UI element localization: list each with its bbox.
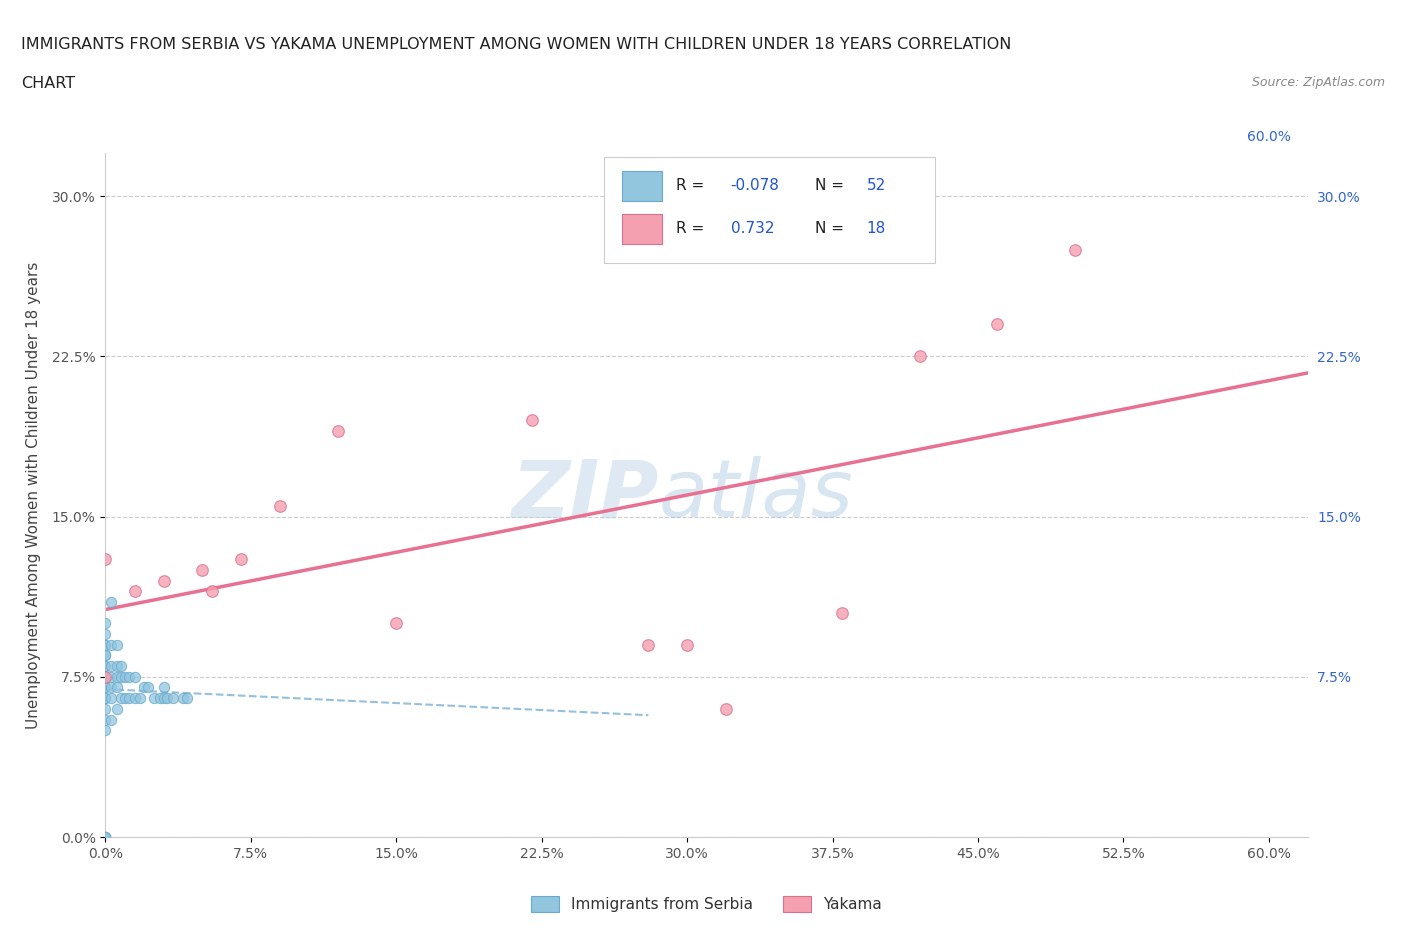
Point [326,424,349,439]
Text: IMMIGRANTS FROM SERBIA VS YAKAMA UNEMPLOYMENT AMONG WOMEN WITH CHILDREN UNDER 18: IMMIGRANTS FROM SERBIA VS YAKAMA UNEMPLO… [21,37,1011,52]
Point [520,413,543,428]
Point [118,670,141,684]
Point [100,658,122,673]
Text: -0.078: -0.078 [731,178,779,193]
Point [201,584,224,599]
Point [118,691,141,706]
Point [94,637,117,652]
Text: CHART: CHART [21,76,75,91]
Point [637,637,659,652]
Point [94,830,117,844]
Point [105,670,128,684]
Point [986,317,1008,332]
Point [110,670,132,684]
Point [162,691,184,706]
Point [94,680,117,695]
Text: R =: R = [676,221,710,236]
Y-axis label: Unemployment Among Women with Children Under 18 years: Unemployment Among Women with Children U… [25,261,41,729]
Point [136,680,159,695]
Point [94,627,117,642]
Point [152,680,174,695]
Point [94,648,117,663]
Point [100,712,122,727]
Point [100,594,122,609]
Point [676,637,699,652]
Point [94,658,117,673]
Point [105,658,128,673]
Point [94,670,117,684]
Legend: Immigrants from Serbia, Yakama: Immigrants from Serbia, Yakama [524,890,889,918]
Point [134,680,156,695]
Point [105,680,128,695]
Bar [623,170,662,201]
Text: N =: N = [814,221,849,236]
Text: 18: 18 [866,221,886,236]
Point [124,670,146,684]
Point [94,830,117,844]
Point [1064,242,1087,257]
Point [100,637,122,652]
Point [105,701,128,716]
Point [152,573,174,588]
Point [124,584,146,599]
Point [385,616,408,631]
Text: atlas: atlas [658,457,853,534]
Point [94,670,117,684]
Point [142,691,165,706]
Point [110,691,132,706]
Point [269,498,291,513]
Point [191,563,214,578]
Point [152,691,174,706]
Point [94,691,117,706]
Point [124,691,146,706]
Point [94,701,117,716]
Point [172,691,194,706]
Point [94,723,117,737]
Point [105,637,128,652]
Text: N =: N = [814,178,849,193]
Point [94,648,117,663]
Bar [623,214,662,245]
Text: Source: ZipAtlas.com: Source: ZipAtlas.com [1251,76,1385,89]
Text: R =: R = [676,178,710,193]
Point [100,691,122,706]
Point [831,605,853,620]
Point [908,349,931,364]
FancyBboxPatch shape [605,157,935,263]
Text: 0.732: 0.732 [731,221,775,236]
Point [231,551,253,566]
Point [94,637,117,652]
Text: ZIP: ZIP [510,457,658,534]
Point [114,691,136,706]
Point [94,712,117,727]
Point [176,691,198,706]
Point [94,680,117,695]
Point [94,670,117,684]
Point [100,680,122,695]
Point [94,691,117,706]
Point [114,670,136,684]
Text: 52: 52 [866,178,886,193]
Point [714,701,737,716]
Point [100,670,122,684]
Point [94,830,117,844]
Point [149,691,172,706]
Point [94,658,117,673]
Point [129,691,152,706]
Point [156,691,179,706]
Point [110,658,132,673]
Point [94,616,117,631]
Point [94,551,117,566]
